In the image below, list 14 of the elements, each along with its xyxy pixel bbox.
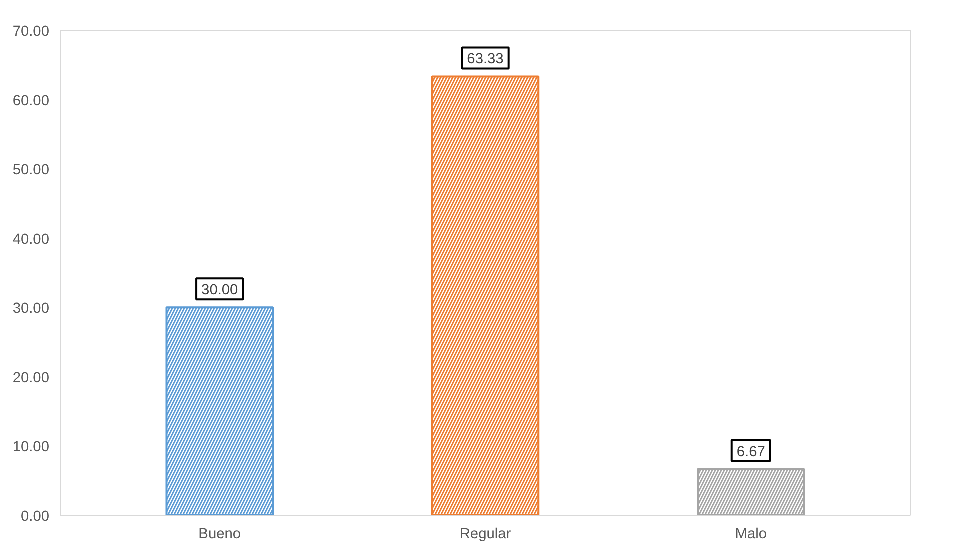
y-tick-label: 0.00 — [20, 509, 50, 525]
data-label: 30.00 — [202, 282, 238, 299]
x-tick-label: Bueno — [198, 526, 242, 542]
y-tick-label: 60.00 — [12, 93, 50, 110]
y-tick-label: 50.00 — [12, 162, 50, 179]
y-tick-label: 70.00 — [12, 24, 50, 40]
data-label: 6.67 — [736, 444, 766, 460]
y-tick-label: 40.00 — [12, 232, 50, 248]
y-tick-label: 30.00 — [12, 301, 50, 318]
data-label: 63.33 — [467, 52, 504, 68]
x-tick-label: Regular — [460, 526, 512, 542]
y-tick-label: 10.00 — [12, 440, 50, 456]
x-tick-label: Malo — [735, 526, 768, 542]
y-tick-label: 20.00 — [12, 370, 50, 386]
